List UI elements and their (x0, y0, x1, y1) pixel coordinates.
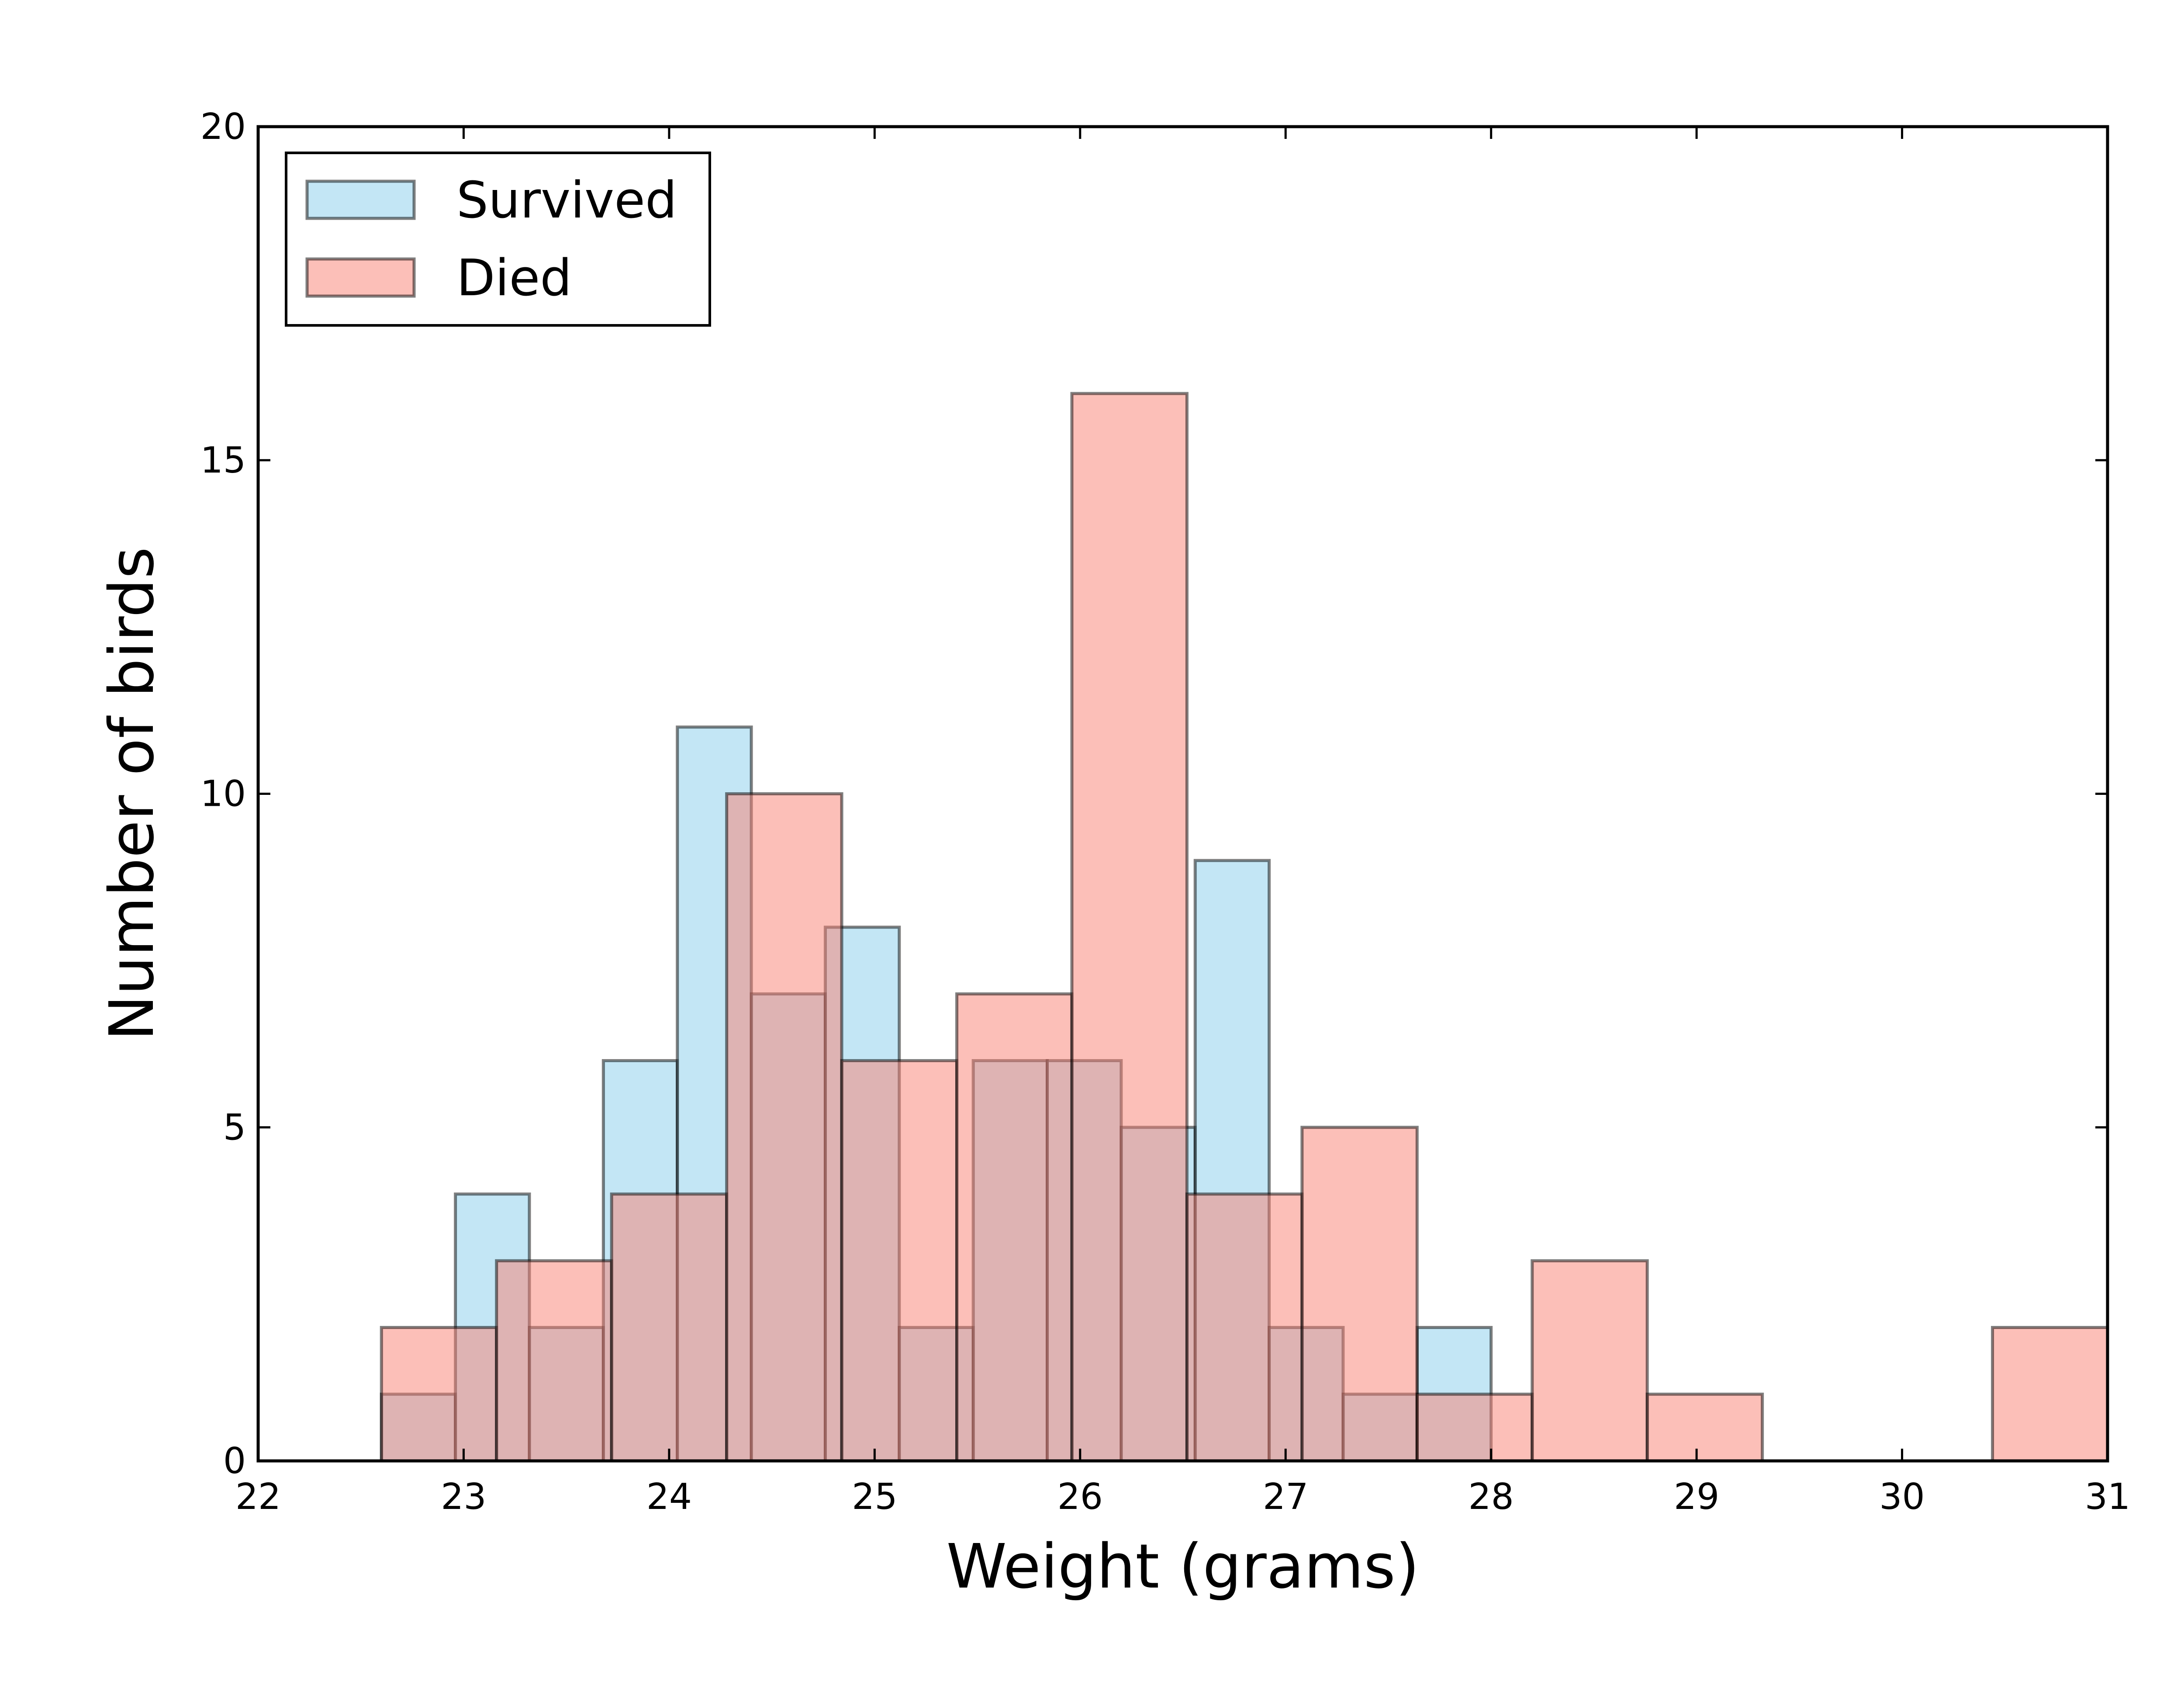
bar-died-4 (840, 1059, 959, 1463)
y-tick-label: 5 (223, 1107, 246, 1148)
y-tick-label: 0 (223, 1440, 246, 1482)
x-axis-title: Weight (grams) (946, 1531, 1419, 1602)
bar-died-11 (1645, 1392, 1764, 1463)
x-tick-label: 24 (646, 1476, 692, 1518)
y-axis-title: Number of birds (97, 547, 168, 1041)
y-tick-label: 20 (200, 106, 246, 148)
x-tick-label: 27 (1263, 1476, 1308, 1518)
y-tick-label: 10 (200, 773, 246, 815)
bar-died-0 (380, 1326, 498, 1463)
x-tick-label: 25 (852, 1476, 897, 1518)
bar-died-9 (1415, 1392, 1534, 1463)
bar-died-5 (955, 992, 1074, 1463)
legend: Survived Died (285, 152, 711, 327)
bar-died-10 (1531, 1259, 1649, 1463)
y-tick-label: 15 (200, 440, 246, 481)
bars-layer (380, 392, 2109, 1463)
bar-died-14 (1991, 1326, 2109, 1463)
x-tick-label: 28 (1468, 1476, 1514, 1518)
legend-swatch-survived (305, 180, 416, 220)
bar-died-2 (610, 1192, 729, 1463)
bar-died-7 (1185, 1192, 1304, 1463)
x-tick-label: 23 (441, 1476, 486, 1518)
x-tick-label: 22 (235, 1476, 281, 1518)
legend-swatch-died (305, 257, 416, 298)
x-tick-label: 29 (1674, 1476, 1719, 1518)
bar-died-6 (1070, 392, 1189, 1463)
ticks-layer: 22 23 24 25 26 27 28 29 30 31 0 5 10 15 20 (200, 106, 2131, 1518)
bar-died-1 (495, 1259, 613, 1463)
legend-label-died: Died (456, 249, 572, 307)
x-tick-label: 31 (2085, 1476, 2130, 1518)
series-died (380, 392, 2109, 1463)
legend-label-survived: Survived (456, 171, 677, 230)
bar-died-8 (1300, 1125, 1419, 1463)
bar-died-3 (725, 792, 843, 1463)
x-tick-label: 30 (1879, 1476, 1925, 1518)
x-tick-label: 26 (1057, 1476, 1103, 1518)
